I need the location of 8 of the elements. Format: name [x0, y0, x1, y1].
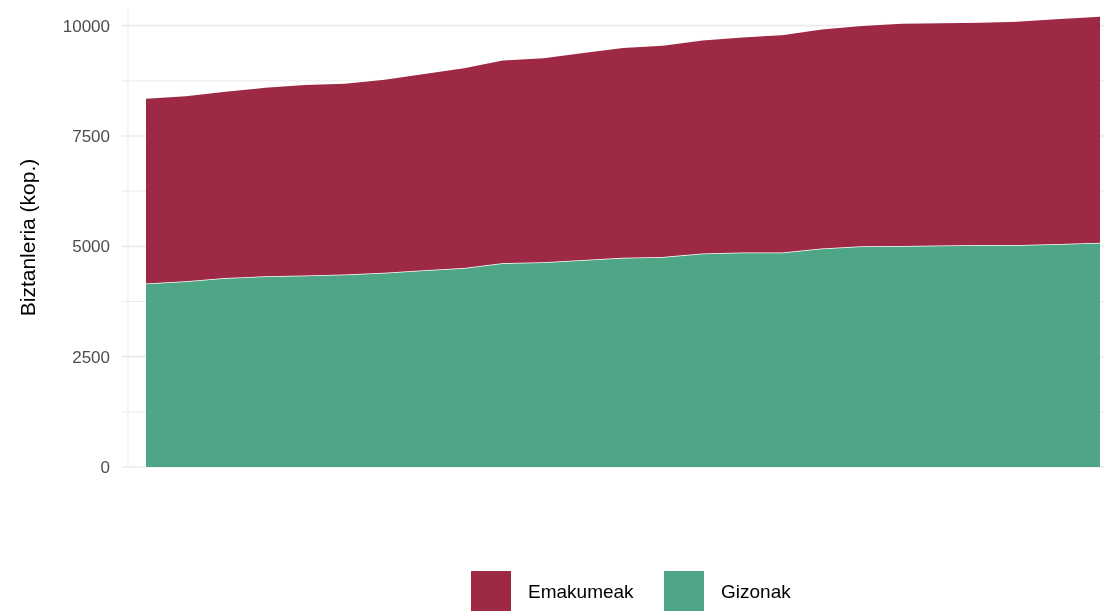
legend-label: Emakumeak	[528, 580, 635, 602]
y-tick-label: 7500	[72, 126, 110, 146]
y-tick-label: 10000	[62, 16, 110, 36]
y-tick-label: 0	[100, 457, 110, 477]
y-tick-label: 5000	[72, 237, 110, 257]
y-axis-title: Biztanleria (kop.)	[16, 158, 39, 317]
y-tick-label: 2500	[72, 347, 110, 367]
legend-label: Gizonak	[721, 580, 792, 602]
